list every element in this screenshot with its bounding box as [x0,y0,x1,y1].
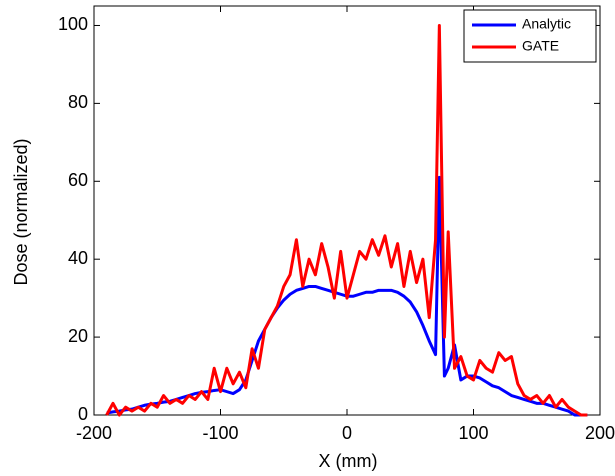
x-tick-label: 200 [585,423,615,443]
x-axis-label: X (mm) [319,451,378,471]
y-tick-label: 100 [58,14,88,34]
legend-label: Analytic [522,16,571,32]
y-axis-label: Dose (normalized) [11,138,31,285]
y-tick-label: 80 [68,92,88,112]
y-tick-label: 20 [68,326,88,346]
y-tick-label: 0 [78,404,88,424]
x-tick-label: -100 [202,423,238,443]
legend-box [463,9,597,63]
y-tick-label: 60 [68,170,88,190]
x-tick-label: 0 [342,423,352,443]
legend-label: GATE [522,38,559,54]
x-tick-label: 100 [458,423,488,443]
data-line [105,23,588,417]
x-tick-label: -200 [76,423,112,443]
plot-area [93,5,601,416]
y-tick-label: 40 [68,248,88,268]
